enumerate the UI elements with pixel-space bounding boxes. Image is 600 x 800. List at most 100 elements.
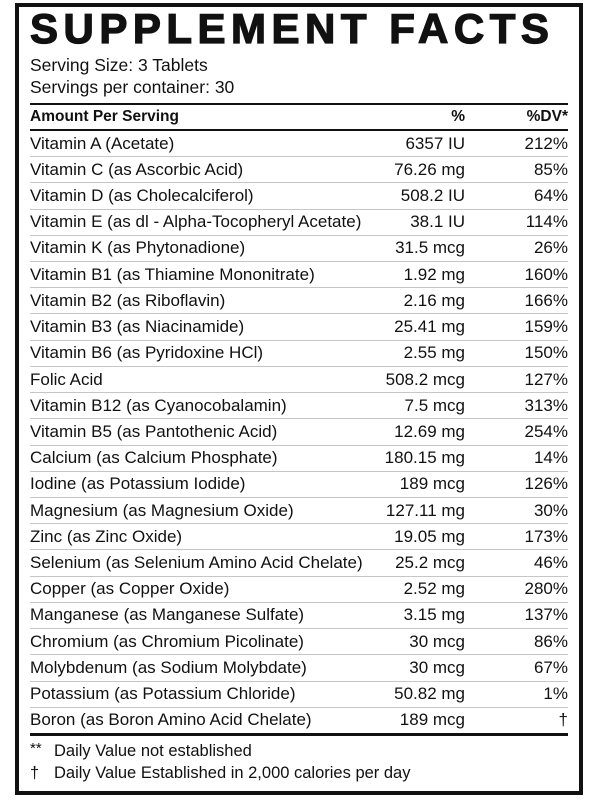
nutrient-dv: 26% — [533, 238, 568, 258]
nutrient-dv: 254% — [524, 421, 568, 441]
nutrient-amount: 6357 IU — [405, 133, 465, 153]
servings-per-container: Servings per container: 30 — [30, 76, 235, 97]
nutrient-amount: 25.2 mcg — [395, 553, 465, 573]
nutrient-name: Manganese (as Manganese Sulfate) — [30, 605, 305, 625]
nutrient-dv: 166% — [524, 290, 568, 310]
footnote-marker: ** — [30, 740, 42, 758]
table-row: Vitamin B6 (as Pyridoxine HCl) 2.55 mg 1… — [30, 341, 568, 367]
table-row: Selenium (as Selenium Amino Acid Chelate… — [30, 550, 568, 577]
header-percent: % — [451, 107, 465, 125]
nutrient-dv: 137% — [524, 605, 568, 625]
nutrient-amount: 25.41 mg — [394, 317, 465, 337]
nutrient-name: Vitamin B3 (as Niacinamide) — [30, 317, 245, 337]
nutrient-name: Vitamin D (as Cholecalciferol) — [30, 185, 254, 205]
table-row: Boron (as Boron Amino Acid Chelate) 189 … — [30, 708, 568, 733]
nutrient-name: Vitamin B5 (as Pantothenic Acid) — [30, 421, 278, 441]
footnote-marker: † — [30, 763, 40, 782]
nutrient-name: Zinc (as Zinc Oxide) — [30, 526, 183, 546]
nutrient-dv: 67% — [533, 657, 568, 677]
table-row: Zinc (as Zinc Oxide) 19.05 mg 173% — [30, 524, 568, 551]
nutrient-amount: 508.2 IU — [400, 185, 465, 205]
nutrient-name: Selenium (as Selenium Amino Acid Chelate… — [30, 553, 363, 573]
table-row: Vitamin C (as Ascorbic Acid) 76.26 mg 85… — [30, 157, 568, 184]
nutrient-dv: 1% — [543, 684, 568, 704]
table-row: Molybdenum (as Sodium Molybdate) 30 mcg … — [30, 655, 568, 682]
table-row: Vitamin B1 (as Thiamine Mononitrate) 1.9… — [30, 262, 568, 289]
nutrient-dv: 30% — [533, 500, 568, 520]
nutrient-name: Folic Acid — [30, 369, 103, 389]
nutrient-dv: 159% — [524, 317, 568, 337]
nutrient-amount: 3.15 mg — [403, 605, 465, 625]
nutrient-amount: 12.69 mg — [394, 421, 465, 441]
nutrient-dv: 173% — [524, 526, 568, 546]
table-row: Copper (as Copper Oxide) 2.52 mg 280% — [30, 577, 568, 603]
footnote: † Daily Value Established in 2,000 calor… — [30, 763, 568, 784]
nutrient-amount: 189 mcg — [399, 710, 465, 730]
footnotes: ** Daily Value not established † Daily V… — [30, 733, 568, 791]
table-row: Vitamin E (as dl - Alpha-Tocopheryl Acet… — [30, 210, 568, 236]
header-percent-dv: %DV* — [526, 107, 568, 125]
nutrient-name: Vitamin B2 (as Riboflavin) — [30, 290, 226, 310]
table-row: Folic Acid 508.2 mcg 127% — [30, 367, 568, 394]
nutrient-dv: 127% — [524, 369, 568, 389]
nutrient-amount: 180.15 mg — [384, 448, 465, 468]
label-title: SUPPLEMENT FACTS — [30, 8, 555, 51]
nutrient-amount: 2.55 mg — [403, 343, 465, 363]
nutrient-name: Potassium (as Potassium Chloride) — [30, 684, 296, 704]
nutrient-name: Magnesium (as Magnesium Oxide) — [30, 500, 294, 520]
nutrient-amount: 189 mcg — [399, 474, 465, 494]
nutrient-name: Vitamin A (Acetate) — [30, 133, 175, 153]
nutrient-name: Chromium (as Chromium Picolinate) — [30, 631, 304, 651]
nutrient-name: Iodine (as Potassium Iodide) — [30, 474, 246, 494]
nutrient-name: Molybdenum (as Sodium Molybdate) — [30, 657, 307, 677]
table-row: Vitamin B2 (as Riboflavin) 2.16 mg 166% — [30, 288, 568, 315]
nutrient-dv: 313% — [524, 395, 568, 415]
table-row: Magnesium (as Magnesium Oxide) 127.11 mg… — [30, 498, 568, 525]
serving-info: Serving Size: 3 Tablets Servings per con… — [30, 54, 568, 98]
nutrient-dv: 150% — [524, 343, 568, 363]
table-row: Vitamin K (as Phytonadione) 31.5 mcg 26% — [30, 236, 568, 263]
nutrient-dv: 86% — [533, 631, 568, 651]
nutrient-dv: † — [558, 710, 568, 730]
nutrient-dv: 160% — [524, 264, 568, 284]
table-row: Vitamin B12 (as Cyanocobalamin) 7.5 mcg … — [30, 393, 568, 420]
nutrient-dv: 46% — [533, 553, 568, 573]
nutrient-name: Copper (as Copper Oxide) — [30, 579, 230, 599]
footnote-text: Daily Value Established in 2,000 calorie… — [54, 763, 411, 782]
nutrient-amount: 31.5 mcg — [395, 238, 465, 258]
table-row: Vitamin D (as Cholecalciferol) 508.2 IU … — [30, 183, 568, 210]
nutrient-amount: 127.11 mg — [385, 500, 465, 520]
table-row: Vitamin A (Acetate) 6357 IU 212% — [30, 131, 568, 158]
table-row: Potassium (as Potassium Chloride) 50.82 … — [30, 682, 568, 708]
table-row: Vitamin B5 (as Pantothenic Acid) 12.69 m… — [30, 419, 568, 446]
nutrient-amount: 30 mcg — [409, 631, 465, 651]
table-row: Calcium (as Calcium Phosphate) 180.15 mg… — [30, 446, 568, 472]
nutrient-name: Vitamin C (as Ascorbic Acid) — [30, 159, 244, 179]
table-row: Manganese (as Manganese Sulfate) 3.15 mg… — [30, 603, 568, 630]
nutrient-amount: 50.82 mg — [394, 684, 465, 704]
serving-size: Serving Size: 3 Tablets — [30, 54, 208, 75]
nutrient-dv: 280% — [524, 579, 568, 599]
nutrient-name: Vitamin B6 (as Pyridoxine HCl) — [30, 343, 264, 363]
nutrient-name: Boron (as Boron Amino Acid Chelate) — [30, 710, 312, 730]
nutrient-amount: 7.5 mcg — [404, 395, 465, 415]
table-row: Vitamin B3 (as Niacinamide) 25.41 mg 159… — [30, 314, 568, 341]
nutrient-amount: 38.1 IU — [410, 212, 465, 232]
nutrient-dv: 85% — [533, 159, 568, 179]
nutrient-amount: 2.52 mg — [403, 579, 465, 599]
nutrient-dv: 212% — [524, 133, 568, 153]
table-row: Chromium (as Chromium Picolinate) 30 mcg… — [30, 629, 568, 656]
nutrient-amount: 1.92 mg — [403, 264, 465, 284]
nutrient-amount: 508.2 mcg — [385, 369, 465, 389]
nutrient-dv: 114% — [525, 212, 568, 232]
nutrient-amount: 2.16 mg — [403, 290, 465, 310]
nutrient-name: Vitamin K (as Phytonadione) — [30, 238, 246, 258]
footnote: ** Daily Value not established — [30, 740, 568, 762]
nutrient-dv: 14% — [533, 448, 568, 468]
nutrient-amount: 30 mcg — [409, 657, 465, 677]
table-row: Iodine (as Potassium Iodide) 189 mcg 126… — [30, 472, 568, 498]
nutrient-amount: 76.26 mg — [394, 159, 465, 179]
nutrient-name: Vitamin E (as dl - Alpha-Tocopheryl Acet… — [30, 212, 362, 232]
table-header: Amount Per Serving % %DV* — [30, 102, 568, 131]
footnote-text: Daily Value not established — [54, 742, 252, 761]
